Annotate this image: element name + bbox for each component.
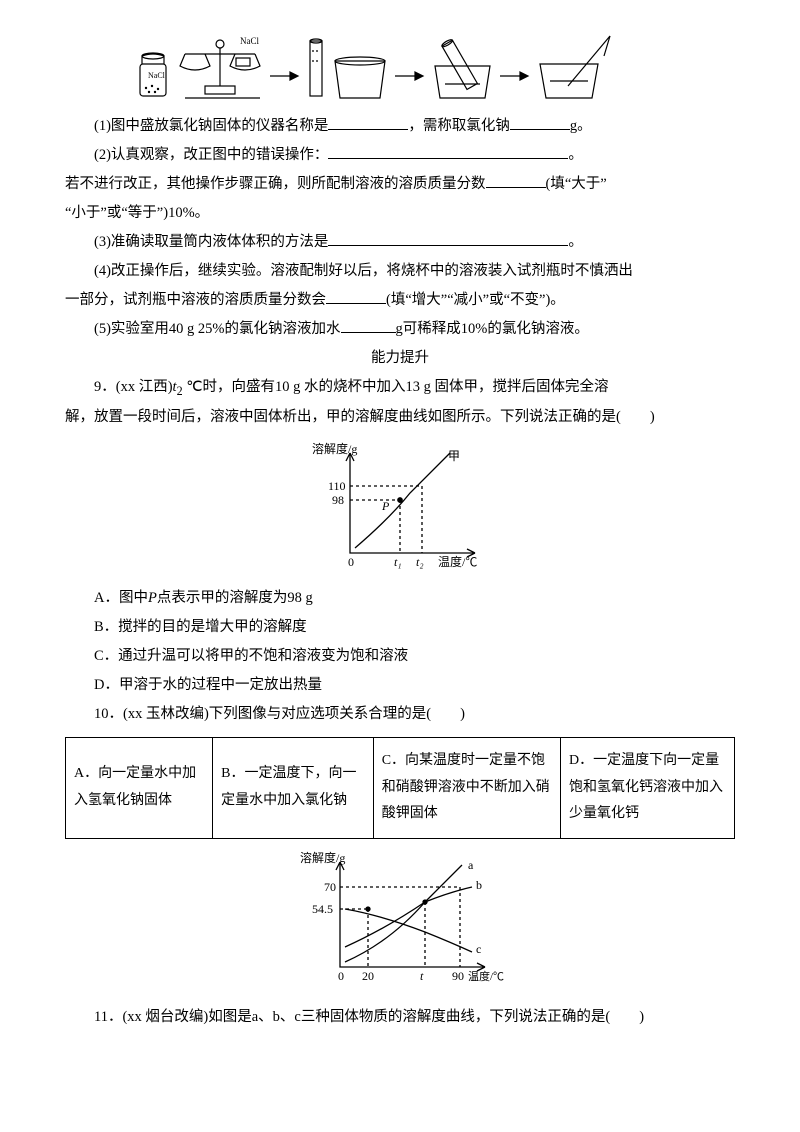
q10-cell-D[interactable]: D．一定温度下向一定量饱和氢氧化钙溶液中加入少量氧化钙 [561, 738, 735, 839]
svg-text:t: t [420, 969, 424, 983]
q9-optC[interactable]: C．通过升温可以将甲的不饱和溶液变为饱和溶液 [65, 642, 735, 671]
equipment-figure: NaCl NaCl [130, 26, 670, 106]
svg-text:c: c [476, 942, 481, 956]
svg-text:0: 0 [348, 555, 354, 569]
blank-instrument[interactable] [328, 115, 408, 131]
blank-mass[interactable] [510, 115, 570, 131]
q1-2b: 若不进行改正，其他操作步骤正确，则所配制溶液的溶质质量分数(填“大于” [65, 170, 735, 199]
q11-stem: 11．(xx 烟台改编)如图是a、b、c三种固体物质的溶解度曲线，下列说法正确的… [65, 1003, 735, 1032]
q9-optB[interactable]: B．搅拌的目的是增大甲的溶解度 [65, 613, 735, 642]
blank-error[interactable] [328, 144, 568, 160]
svg-text:20: 20 [362, 969, 374, 983]
q11-chart: 溶解度/g 70 54.5 0 20 t 90 温度/℃ ab c [290, 847, 510, 997]
q1-1: (1)图中盛放氯化钠固体的仪器名称是，需称取氯化钠g。 [65, 112, 735, 141]
q10-cell-A[interactable]: A．向一定量水中加入氢氧化钠固体 [66, 738, 213, 839]
q1-4b: 一部分，试剂瓶中溶液的溶质质量分数会(填“增大”“减小”或“不变”)。 [65, 286, 735, 315]
blank-water[interactable] [341, 318, 396, 334]
svg-text:甲: 甲 [448, 449, 460, 463]
q9-optA[interactable]: A．图中P点表示甲的溶解度为98 g [65, 584, 735, 613]
q10-cell-B[interactable]: B．一定温度下，向一定量水中加入氯化钠 [213, 738, 374, 839]
svg-text:54.5: 54.5 [312, 902, 333, 916]
section-heading: 能力提升 [65, 344, 735, 373]
svg-text:温度/℃: 温度/℃ [438, 554, 477, 569]
svg-text:t₂: t₂ [416, 555, 424, 569]
q9-stem-b: 解，放置一段时间后，溶液中固体析出，甲的溶解度曲线如图所示。下列说法正确的是( … [65, 403, 735, 432]
svg-text:温度/℃: 温度/℃ [468, 969, 504, 983]
svg-text:70: 70 [324, 880, 336, 894]
q1-2c: “小于”或“等于”)10%。 [65, 199, 735, 228]
q9-stem-a: 9．(xx 江西)t2 ℃时，向盛有10 g 水的烧杯中加入13 g 固体甲，搅… [65, 373, 735, 403]
svg-text:NaCl: NaCl [240, 36, 259, 46]
svg-text:0: 0 [338, 969, 344, 983]
svg-text:溶解度/g: 溶解度/g [300, 850, 345, 865]
q9-chart: 溶解度/g 11098 0 t₁ t₂ 温度/℃ 甲 P [300, 438, 500, 578]
blank-method[interactable] [328, 231, 568, 247]
svg-text:110: 110 [328, 479, 346, 493]
svg-text:t₁: t₁ [394, 555, 402, 569]
q1-5: (5)实验室用40 g 25%的氯化钠溶液加水g可稀释成10%的氯化钠溶液。 [65, 315, 735, 344]
q1-3: (3)准确读取量筒内液体体积的方法是。 [65, 228, 735, 257]
svg-text:溶解度/g: 溶解度/g [312, 441, 357, 456]
q9-optD[interactable]: D．甲溶于水的过程中一定放出热量 [65, 671, 735, 700]
svg-text:98: 98 [332, 493, 344, 507]
svg-text:b: b [476, 878, 482, 892]
q1-4a: (4)改正操作后，继续实验。溶液配制好以后，将烧杯中的溶液装入试剂瓶时不慎洒出 [65, 257, 735, 286]
q10-cell-C[interactable]: C．向某温度时一定量不饱和硝酸钾溶液中不断加入硝酸钾固体 [373, 738, 560, 839]
svg-text:a: a [468, 858, 474, 872]
q1-2: (2)认真观察，改正图中的错误操作：。 [65, 141, 735, 170]
q10-table: A．向一定量水中加入氢氧化钠固体 B．一定温度下，向一定量水中加入氯化钠 C．向… [65, 737, 735, 839]
svg-text:90: 90 [452, 969, 464, 983]
q10-stem: 10．(xx 玉林改编)下列图像与对应选项关系合理的是( ) [65, 700, 735, 729]
blank-compare[interactable] [486, 173, 546, 189]
svg-text:NaCl: NaCl [148, 71, 166, 80]
blank-change[interactable] [326, 289, 386, 305]
svg-text:P: P [381, 499, 390, 513]
